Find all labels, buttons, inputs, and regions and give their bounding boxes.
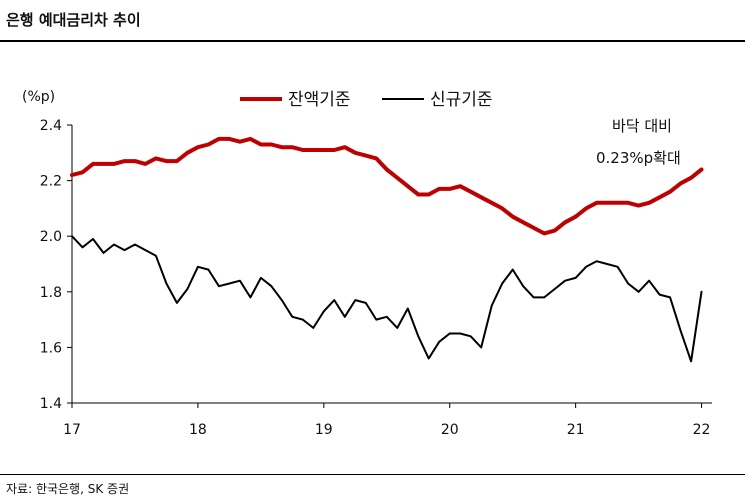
source-divider <box>0 474 745 475</box>
y-tick-label: 2.0 <box>40 229 62 245</box>
x-tick-label: 17 <box>63 422 81 438</box>
annotation-line-2: 0.23%p확대 <box>596 149 681 167</box>
line-chart: (%p) 1.4 1.6 1.8 2.0 2.2 2.4 17 18 19 20 21 22 잔액기… <box>22 89 712 438</box>
x-tick-label: 22 <box>693 422 711 438</box>
annotation-line-1: 바닥 대비 <box>612 117 672 135</box>
legend-label-balance: 잔액기준 <box>288 90 351 110</box>
x-tick-label: 18 <box>189 422 207 438</box>
y-tick-label: 1.6 <box>40 340 62 356</box>
y-tick-label: 2.2 <box>40 174 62 190</box>
title-divider <box>0 40 745 42</box>
y-tick-label: 2.4 <box>40 118 62 134</box>
x-tick-label: 21 <box>567 422 585 438</box>
legend-label-new: 신규기준 <box>430 90 493 110</box>
x-tick-label: 19 <box>315 422 333 438</box>
y-tick-label: 1.8 <box>40 285 62 301</box>
x-tick-label: 20 <box>441 422 459 438</box>
new-series-line <box>71 235 703 363</box>
chart-title: 은행 예대금리차 추이 <box>6 11 141 29</box>
y-tick-label: 1.4 <box>40 396 62 412</box>
source-note: 자료: 한국은행, SK 증권 <box>6 482 130 496</box>
y-axis-unit: (%p) <box>22 89 55 105</box>
balance-series-line <box>70 136 704 236</box>
